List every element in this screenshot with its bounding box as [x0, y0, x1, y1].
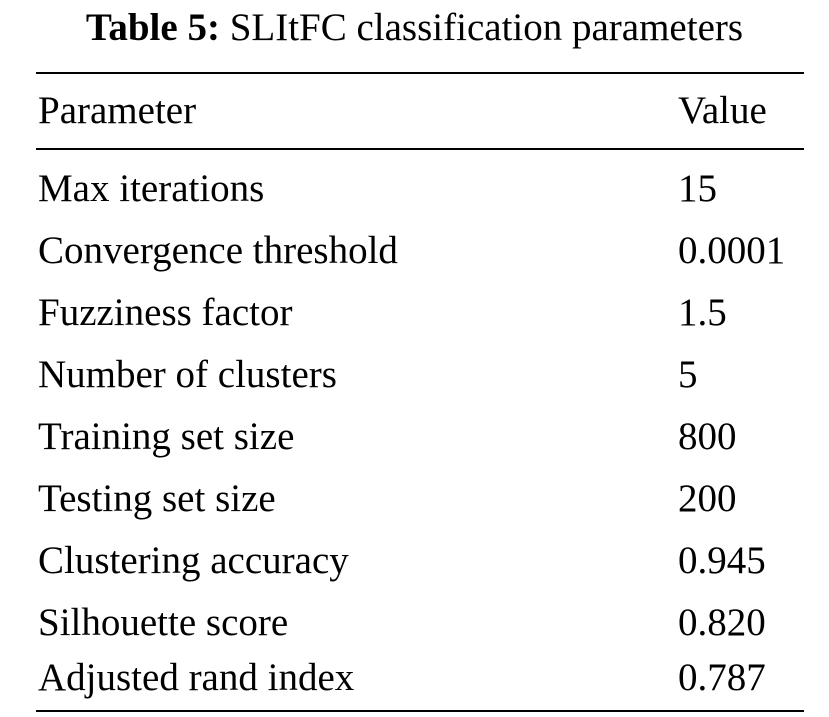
table-row: Convergence threshold 0.0001: [38, 220, 804, 282]
header-value: Value: [678, 89, 767, 132]
row-parameter: Silhouette score: [38, 601, 289, 644]
row-parameter: Max iterations: [38, 167, 265, 210]
row-value: 5: [678, 353, 698, 396]
row-value: 0.945: [678, 539, 766, 582]
table-row: Silhouette score 0.820: [38, 592, 804, 654]
row-value: 0.787: [678, 656, 766, 699]
table-row: Number of clusters 5: [38, 344, 804, 406]
table-row: Training set size 800: [38, 406, 804, 468]
row-parameter: Clustering accuracy: [38, 539, 349, 582]
table-bottom-rule: [36, 710, 804, 712]
table-header-row: Parameter Value: [38, 80, 804, 142]
row-parameter: Fuzziness factor: [38, 291, 293, 334]
row-parameter: Training set size: [38, 415, 295, 458]
row-value: 0.0001: [678, 229, 786, 272]
table-row: Testing set size 200: [38, 468, 804, 530]
row-parameter: Testing set size: [38, 477, 276, 520]
table-row: Max iterations 15: [38, 158, 804, 220]
table-row: Clustering accuracy 0.945: [38, 530, 804, 592]
table-caption: Table 5: SLItFC classification parameter…: [0, 0, 829, 56]
table-header-rule: [36, 148, 804, 150]
row-parameter: Convergence threshold: [38, 229, 398, 272]
table-top-rule: [36, 72, 804, 74]
row-value: 800: [678, 415, 737, 458]
table-caption-label: Table 5:: [85, 6, 220, 49]
header-parameter: Parameter: [38, 89, 197, 132]
row-value: 200: [678, 477, 737, 520]
table-row: Adjusted rand index 0.787: [38, 647, 804, 709]
row-parameter: Adjusted rand index: [38, 656, 355, 699]
table-caption-text: SLItFC classification parameters: [229, 6, 744, 49]
row-value: 0.820: [678, 601, 766, 644]
table-row: Fuzziness factor 1.5: [38, 282, 804, 344]
row-parameter: Number of clusters: [38, 353, 337, 396]
row-value: 1.5: [678, 291, 727, 334]
row-value: 15: [678, 167, 717, 210]
